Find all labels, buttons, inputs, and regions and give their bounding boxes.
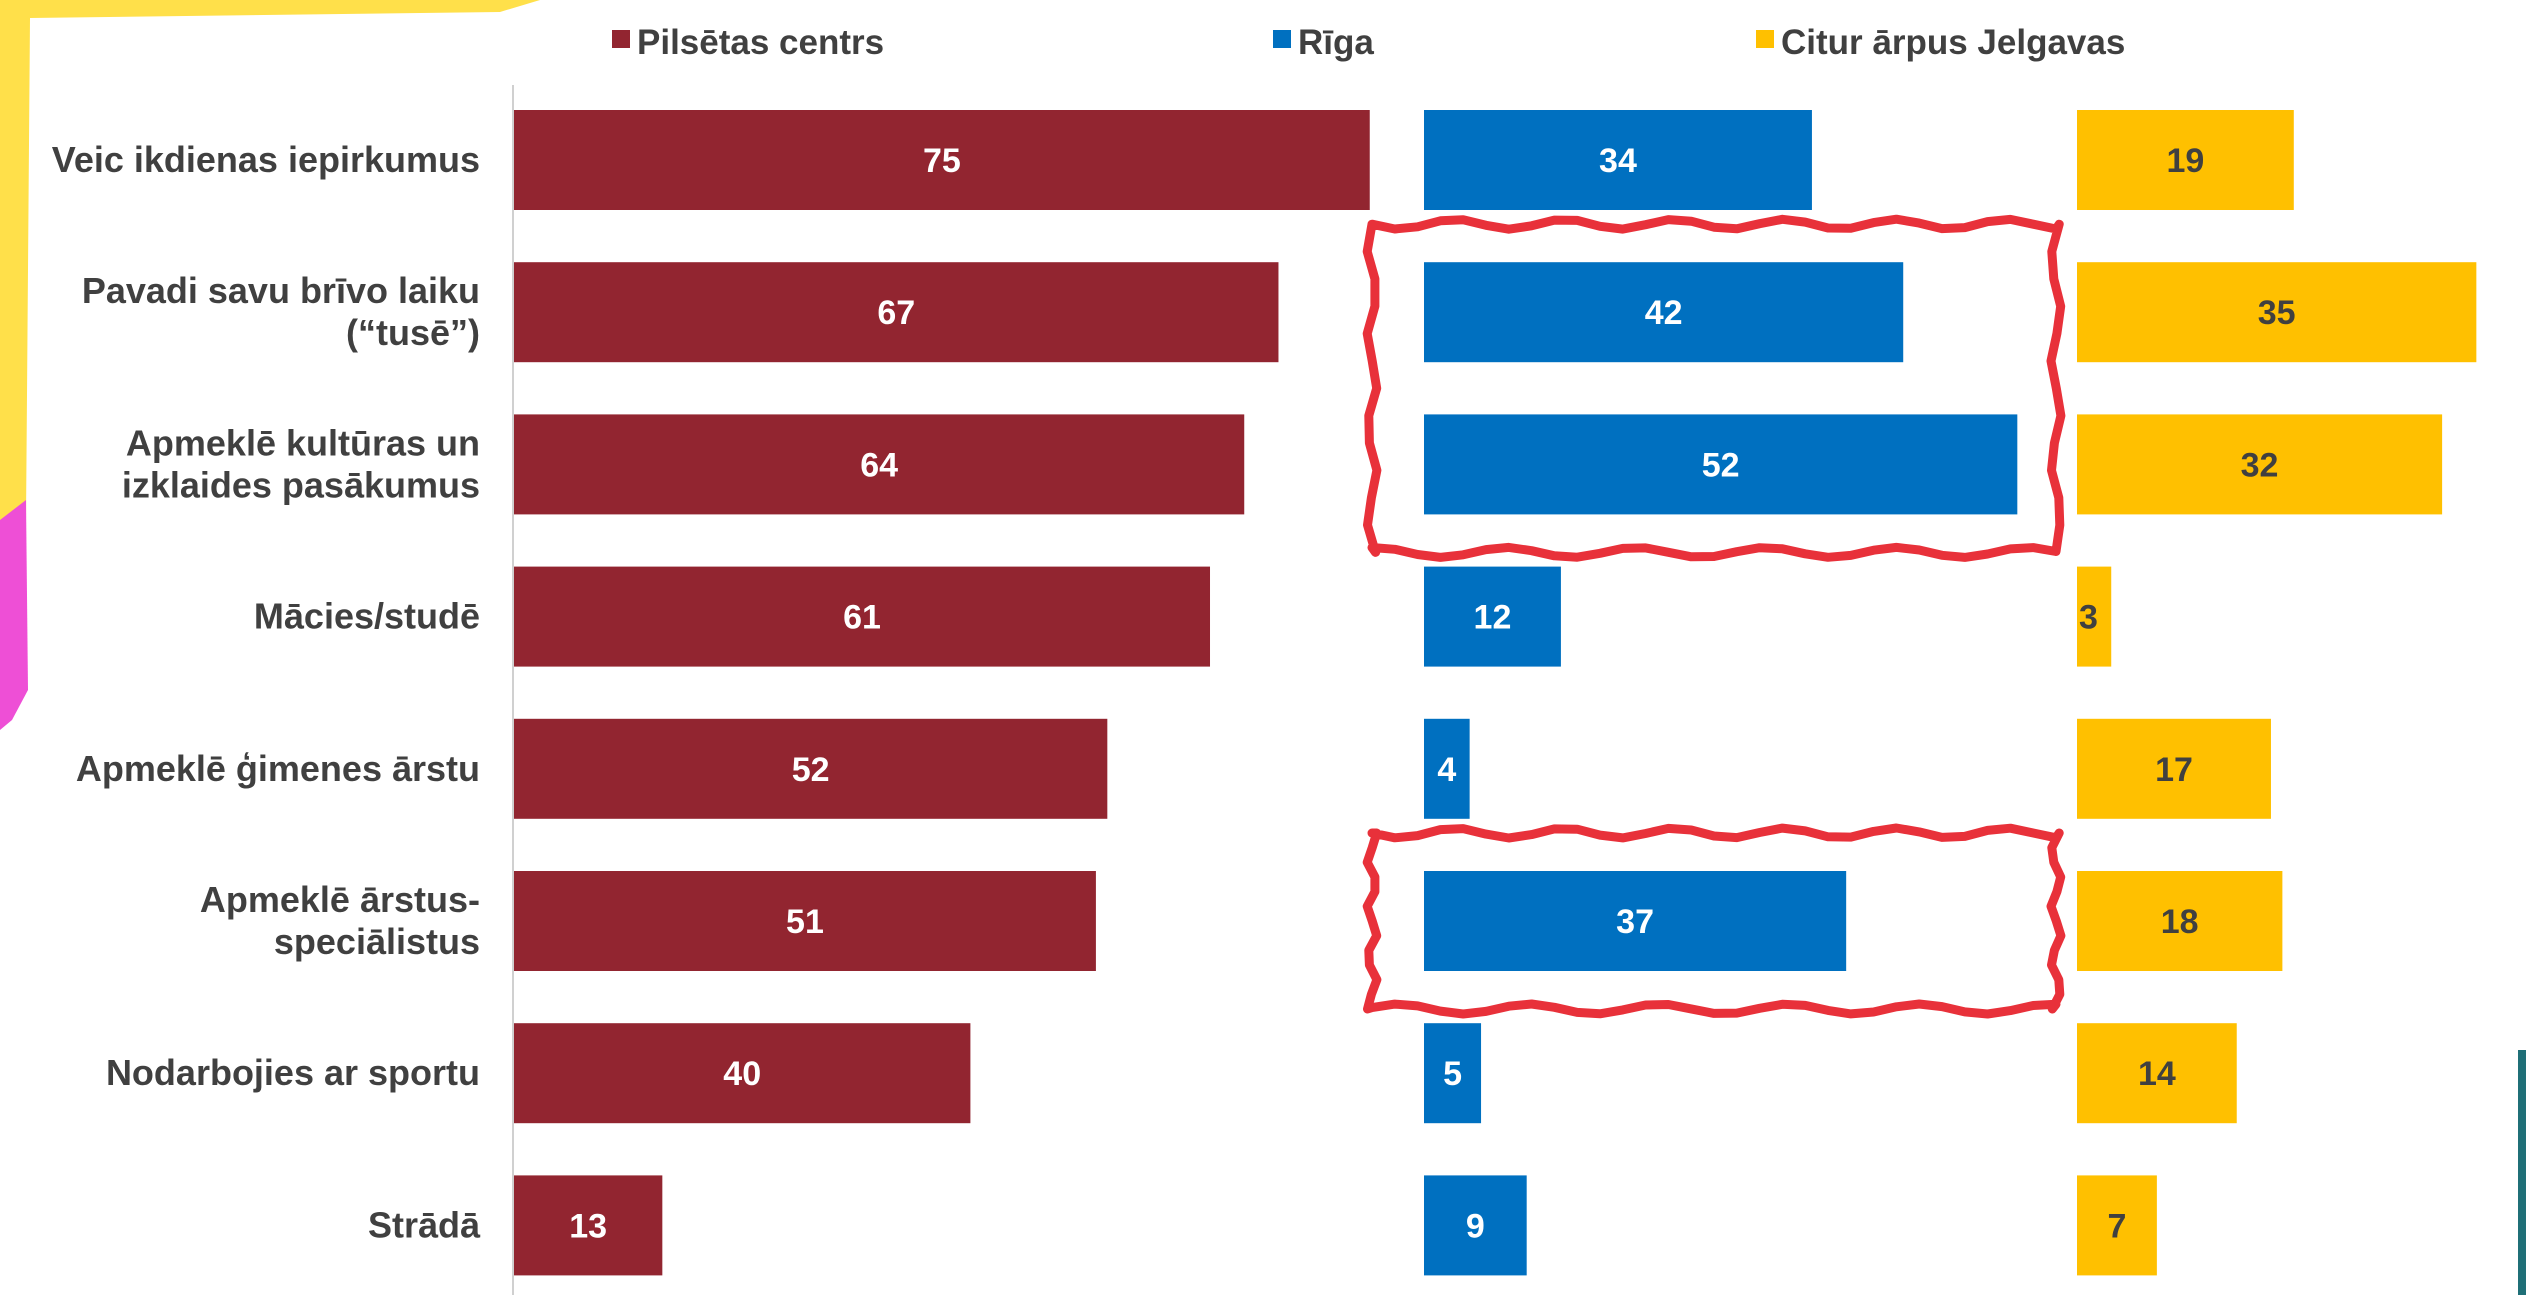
bar-value-label: 5	[1443, 1055, 1462, 1093]
bar-value-label: 13	[569, 1207, 607, 1245]
highlight-box-1	[1362, 823, 2066, 1019]
bar	[514, 1175, 663, 1276]
bar-value-label: 61	[843, 599, 881, 637]
bar	[514, 718, 1108, 819]
legend-label-2: Citur ārpus Jelgavas	[1781, 23, 2125, 62]
bar-value-label: 40	[723, 1055, 761, 1093]
teal-edge-shape	[2518, 1050, 2526, 1295]
bar-value-label: 35	[2258, 294, 2296, 332]
category-label: Nodarbojies ar sportu	[106, 1052, 480, 1093]
legend-label-0: Pilsētas centrs	[637, 23, 884, 62]
category-label: Apmeklē kultūras un izklaides pasākumus	[122, 422, 480, 505]
category-label: Apmeklē ārstus-speciālistus	[200, 879, 480, 962]
bar	[1424, 1175, 1527, 1276]
bar	[514, 566, 1211, 667]
bar	[2077, 871, 2283, 971]
bar	[1424, 414, 2018, 515]
bar	[514, 871, 1096, 971]
bar-value-label: 64	[860, 446, 898, 484]
legend-marker-1	[1273, 30, 1291, 48]
category-label: Strādā	[368, 1204, 481, 1245]
bar-value-label: 42	[1645, 294, 1683, 332]
bar-value-label: 14	[2138, 1055, 2176, 1093]
bar	[1424, 110, 1812, 210]
bar-value-label: 19	[2166, 142, 2204, 180]
bar	[514, 110, 1370, 210]
bar	[2077, 1023, 2237, 1124]
legend-marker-0	[612, 30, 630, 48]
bar	[2077, 718, 2271, 819]
bar-value-label: 17	[2155, 751, 2193, 789]
category-label: Apmeklē ģimenes ārstu	[76, 748, 480, 789]
bar	[2077, 1175, 2157, 1276]
category-label: Pavadi savu brīvo laiku (“tusē”)	[82, 270, 480, 353]
legend-label-1: Rīga	[1298, 23, 1374, 62]
bar-value-label: 51	[786, 903, 824, 941]
bar	[514, 414, 1245, 515]
bar-value-label: 32	[2241, 446, 2279, 484]
bar-value-label: 3	[2079, 599, 2098, 637]
bar	[1424, 871, 1847, 971]
category-label: Mācies/studē	[254, 596, 480, 637]
bar	[1424, 718, 1470, 819]
bar	[514, 1023, 971, 1124]
bar	[2077, 262, 2477, 363]
legend-marker-2	[1756, 30, 1774, 48]
bar-value-label: 37	[1616, 903, 1654, 941]
magenta-side-shape	[0, 500, 28, 730]
bar	[2077, 414, 2443, 515]
bar-value-label: 9	[1466, 1207, 1485, 1245]
bar-value-label: 52	[1702, 446, 1740, 484]
bar	[1424, 566, 1561, 667]
bar-value-label: 67	[877, 294, 915, 332]
bar-value-label: 12	[1474, 599, 1512, 637]
bar	[1424, 1023, 1482, 1124]
category-label: Veic ikdienas iepirkumus	[52, 139, 480, 180]
bar-value-label: 4	[1437, 751, 1456, 789]
bar	[514, 262, 1279, 363]
bar-value-label: 18	[2161, 903, 2199, 941]
bar-value-label: 75	[923, 142, 961, 180]
bar-value-label: 7	[2107, 1207, 2126, 1245]
bar-value-label: 52	[792, 751, 830, 789]
bar	[2077, 110, 2294, 210]
bar	[1424, 262, 1904, 363]
bar-value-label: 34	[1599, 142, 1637, 180]
bar	[2077, 566, 2112, 667]
highlight-box-0	[1362, 214, 2066, 562]
